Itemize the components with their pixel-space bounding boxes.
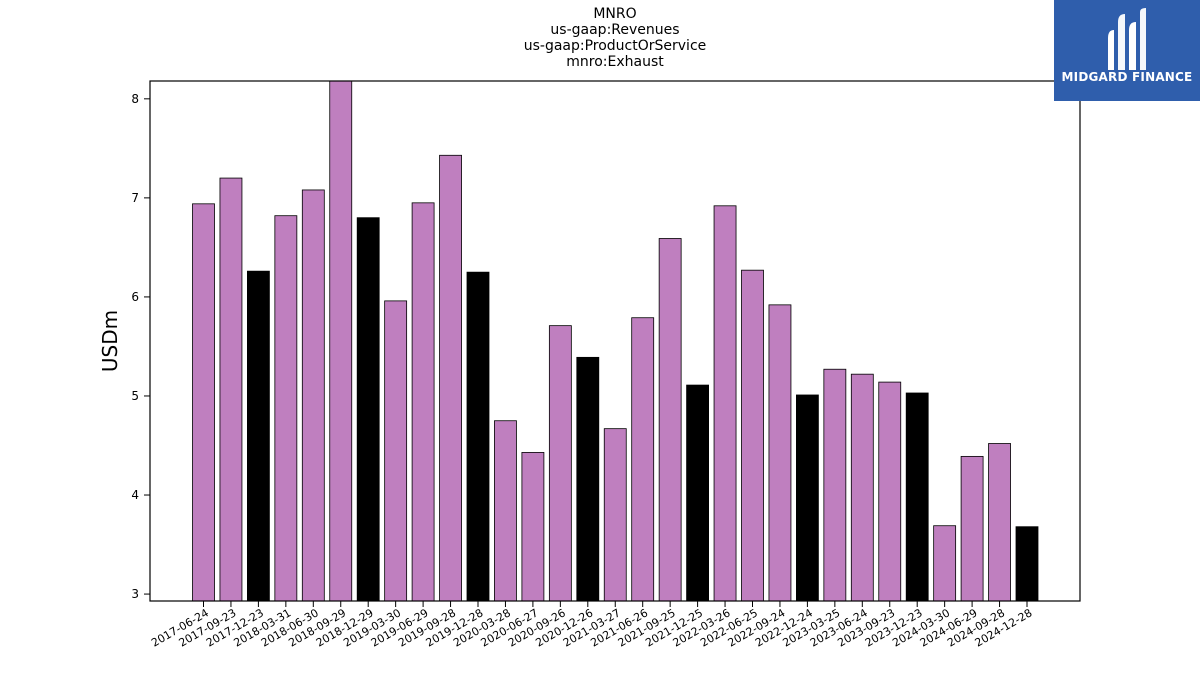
bar (466, 271, 490, 601)
bar (329, 81, 353, 601)
chart-title-line-4: mnro:Exhaust (566, 54, 664, 70)
bar (796, 394, 819, 601)
chart-title-line-3: us-gaap:ProductOrService (523, 38, 707, 54)
y-tick-label: 3 (131, 587, 139, 601)
chart-title-line-1: MNRO (593, 6, 637, 22)
brand-logo-text: MIDGARD FINANCE (1061, 70, 1193, 84)
bar (1015, 526, 1039, 601)
midgard-logo-mark-icon (1108, 8, 1146, 70)
bar (713, 205, 737, 601)
y-tick-label: 4 (131, 488, 139, 502)
bar (741, 269, 764, 601)
bar (768, 304, 792, 601)
bar (988, 443, 1011, 601)
y-tick-label: 8 (131, 92, 139, 106)
bar (686, 384, 709, 601)
bar (603, 428, 627, 601)
bar (384, 300, 408, 601)
bar (439, 154, 462, 601)
y-tick-label: 7 (131, 191, 139, 205)
bar (823, 368, 847, 601)
bar (494, 420, 517, 601)
bar (246, 270, 270, 601)
y-axis-label: USDm (98, 310, 122, 372)
bar (219, 177, 243, 601)
y-tick-label: 5 (131, 389, 139, 403)
bar (411, 202, 435, 601)
bar (548, 325, 572, 601)
chart-title-line-2: us-gaap:Revenues (550, 22, 680, 38)
bar (356, 217, 380, 601)
bar (933, 525, 957, 601)
bar (960, 455, 984, 601)
bar (576, 356, 600, 601)
bar-series (192, 81, 1039, 601)
bar (878, 381, 902, 601)
y-tick-label: 6 (131, 290, 139, 304)
bar (192, 203, 215, 601)
bar (850, 373, 874, 601)
bar (658, 238, 682, 601)
bar (631, 317, 655, 601)
bar (521, 452, 545, 601)
bar (905, 392, 929, 601)
bar (301, 189, 325, 601)
chart-title-block: MNRO us-gaap:Revenues us-gaap:ProductOrS… (150, 6, 1080, 70)
bar (274, 215, 298, 601)
brand-logo: MIDGARD FINANCE (1054, 0, 1200, 101)
